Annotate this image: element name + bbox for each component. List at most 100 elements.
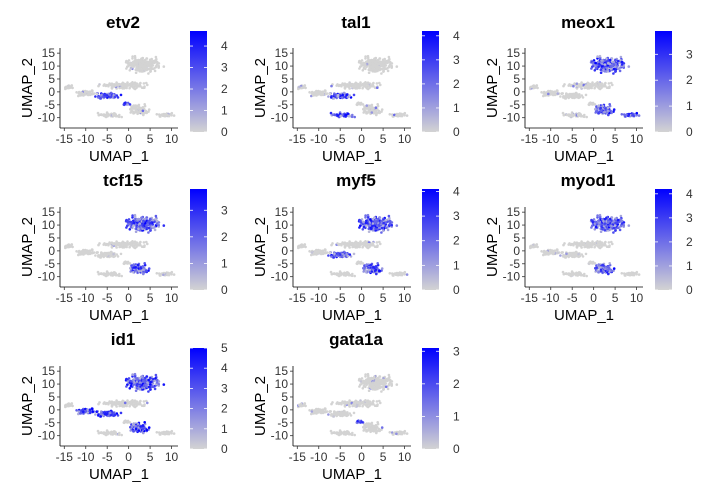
cell-point xyxy=(532,245,535,249)
cell-point xyxy=(319,90,322,94)
cell-point xyxy=(584,86,587,89)
cell-point xyxy=(132,378,135,382)
cell-point xyxy=(157,380,161,383)
cell-point xyxy=(143,217,147,221)
cell-point xyxy=(542,94,545,98)
cell-point xyxy=(154,55,158,59)
cell-point xyxy=(75,250,78,253)
cell-point xyxy=(549,248,552,252)
cell-point xyxy=(106,114,109,118)
cell-point xyxy=(162,224,166,227)
cell-point xyxy=(597,65,600,69)
cell-point xyxy=(578,254,582,258)
cell-point xyxy=(125,67,128,70)
cell-point xyxy=(97,402,100,406)
cell-point xyxy=(113,95,117,99)
legend-tick-label: 0 xyxy=(221,125,228,139)
cell-point xyxy=(598,213,602,217)
cell-point xyxy=(599,71,603,74)
cell-point xyxy=(542,92,546,95)
y-tick-label: -10 xyxy=(38,270,56,284)
x-tick-label: -10 xyxy=(542,291,560,305)
cell-point xyxy=(143,404,146,408)
cell-point xyxy=(542,253,545,257)
cell-point xyxy=(594,107,597,111)
x-tick-label: -5 xyxy=(567,291,578,305)
x-tick-label: -15 xyxy=(521,132,539,146)
cell-point xyxy=(137,227,140,230)
cell-point xyxy=(300,245,304,249)
cell-point xyxy=(114,243,117,246)
cell-point xyxy=(532,86,535,90)
cell-point xyxy=(388,63,392,66)
cell-point xyxy=(128,69,132,72)
feature-plot-tal1: tal1-15 -10 -5 0 5 10-10-5051015UMAP_1UMAP_20… xyxy=(252,13,460,165)
cell-point xyxy=(375,82,379,85)
cell-point xyxy=(151,385,155,389)
legend-tick-label: 4 xyxy=(453,184,460,198)
cell-point xyxy=(600,86,603,89)
cell-point xyxy=(129,107,132,111)
cell-point xyxy=(366,213,370,217)
cell-point xyxy=(614,224,617,227)
cell-point xyxy=(620,222,624,225)
cell-point xyxy=(565,93,568,97)
cell-point xyxy=(584,245,587,248)
x-tick-label: 10 xyxy=(398,132,412,146)
plot-title: meox1 xyxy=(561,13,615,32)
cell-point xyxy=(115,94,119,97)
x-axis-label: UMAP_1 xyxy=(322,307,382,324)
cell-point xyxy=(369,59,372,62)
cell-point xyxy=(622,272,626,275)
cell-point xyxy=(542,251,546,254)
cell-point xyxy=(598,54,602,58)
cell-point xyxy=(333,252,336,256)
cell-point xyxy=(599,109,603,113)
cell-point xyxy=(603,241,607,245)
cell-point xyxy=(365,221,369,225)
cell-point xyxy=(153,69,157,73)
feature-plot-tcf15: tcf15-15 -10 -5 0 5 10-10-5051015UMAP_1UMAP_2… xyxy=(19,171,228,324)
x-tick-label: -15 xyxy=(521,291,539,305)
y-tick-label: 0 xyxy=(513,244,520,258)
cell-point xyxy=(310,253,313,257)
cell-point xyxy=(109,413,113,417)
legend-tick-label: 0 xyxy=(453,283,460,297)
cell-point xyxy=(114,84,117,87)
cell-point xyxy=(154,214,158,218)
cell-point xyxy=(393,113,396,117)
cell-point xyxy=(310,92,314,95)
cell-point xyxy=(149,70,152,73)
cell-point xyxy=(134,243,137,246)
cell-point xyxy=(572,84,575,88)
cell-point xyxy=(365,87,369,90)
cell-point xyxy=(365,112,368,115)
cell-point xyxy=(149,221,152,225)
cell-point xyxy=(362,220,365,224)
cell-point xyxy=(565,252,568,256)
cell-point xyxy=(620,113,624,116)
cell-point xyxy=(108,252,111,256)
cell-point xyxy=(370,270,374,273)
cell-point xyxy=(610,269,613,273)
plot-title: id1 xyxy=(111,330,136,349)
cell-point xyxy=(597,263,601,266)
cell-point xyxy=(390,113,394,116)
cell-point xyxy=(610,224,613,228)
cell-point xyxy=(582,274,586,278)
cell-point xyxy=(142,431,145,435)
cell-point xyxy=(612,231,615,234)
cell-point xyxy=(390,223,394,227)
cell-point xyxy=(131,373,134,376)
cell-point xyxy=(119,252,123,256)
cell-point xyxy=(610,110,613,114)
x-tick-label: -5 xyxy=(102,291,113,305)
cell-point xyxy=(141,386,144,390)
cell-point xyxy=(382,62,385,66)
legend-tick-label: 3 xyxy=(221,61,228,75)
legend-tick-label: 2 xyxy=(221,82,228,96)
cell-point xyxy=(562,84,565,88)
cell-point xyxy=(631,272,634,276)
cell-point xyxy=(157,382,160,386)
cell-point xyxy=(112,252,115,256)
